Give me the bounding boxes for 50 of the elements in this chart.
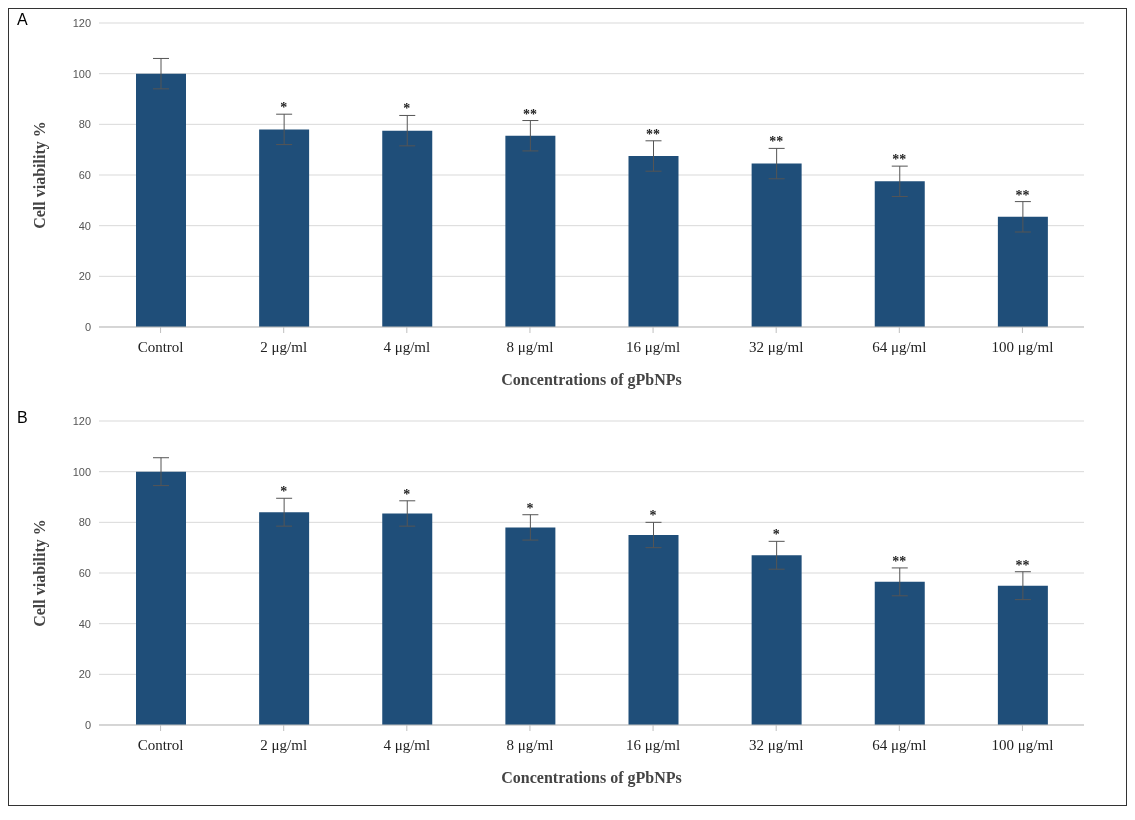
annotation: *	[526, 500, 534, 516]
x-tick-label: 32 μg/ml	[749, 736, 804, 753]
y-tick-label: 0	[84, 718, 91, 731]
annotation: **	[646, 126, 661, 142]
x-tick-label: 4 μg/ml	[383, 338, 431, 355]
y-tick-label: 120	[72, 414, 91, 427]
x-tick-label: 8 μg/ml	[506, 736, 554, 753]
annotation: **	[892, 553, 907, 569]
annotation: *	[280, 100, 288, 116]
y-tick-label: 120	[72, 16, 91, 29]
y-tick-label: 0	[84, 320, 91, 333]
annotation: **	[522, 106, 537, 122]
x-tick-label: 16 μg/ml	[625, 338, 681, 355]
y-axis-title: Cell viability %	[30, 519, 49, 627]
annotation: *	[772, 527, 780, 543]
annotation: *	[403, 486, 411, 502]
y-axis-title: Cell viability %	[30, 121, 49, 229]
x-tick-label: Control	[137, 736, 184, 753]
x-tick-label: 4 μg/ml	[383, 736, 431, 753]
x-tick-label: 100 μg/ml	[991, 736, 1054, 753]
x-tick-label: 64 μg/ml	[872, 338, 927, 355]
y-tick-label: 20	[78, 270, 91, 283]
x-tick-label: 8 μg/ml	[506, 338, 554, 355]
y-tick-label: 100	[72, 67, 91, 80]
y-tick-label: 100	[72, 465, 91, 478]
annotation: **	[1015, 187, 1030, 203]
y-tick-label: 40	[78, 219, 91, 232]
x-tick-label: 2 μg/ml	[260, 338, 308, 355]
x-tick-label: Control	[137, 338, 184, 355]
annotation: *	[403, 101, 411, 117]
y-tick-label: 80	[78, 118, 91, 131]
y-tick-label: 20	[78, 668, 91, 681]
x-tick-label: 100 μg/ml	[991, 338, 1054, 355]
x-tick-label: 2 μg/ml	[260, 736, 308, 753]
annotation: *	[649, 508, 657, 524]
x-tick-label: 32 μg/ml	[749, 338, 804, 355]
chart-title: B	[17, 409, 28, 427]
y-tick-label: 60	[78, 566, 91, 579]
annotation: *	[280, 484, 288, 500]
y-tick-label: 80	[78, 516, 91, 529]
y-tick-label: 60	[78, 168, 91, 181]
x-axis-title: Concentrations of gPbNPs	[501, 371, 682, 389]
x-tick-label: 16 μg/ml	[625, 736, 681, 753]
x-tick-label: 64 μg/ml	[872, 736, 927, 753]
annotation: **	[769, 134, 784, 150]
annotation: **	[1015, 557, 1030, 573]
annotation: **	[892, 152, 907, 168]
chart-title: A	[17, 11, 28, 29]
y-tick-label: 40	[78, 617, 91, 630]
x-axis-title: Concentrations of gPbNPs	[501, 769, 682, 787]
